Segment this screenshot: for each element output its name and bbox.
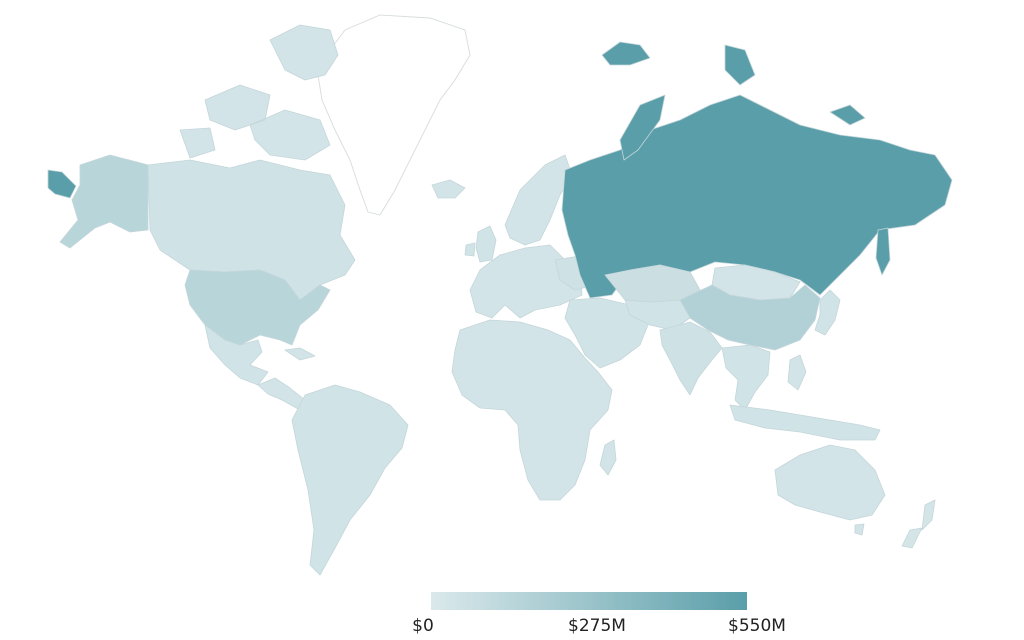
region-alaska	[59, 154, 149, 249]
world-choropleth-map	[47, 14, 953, 576]
region-madagascar	[599, 439, 617, 476]
region-china	[679, 284, 821, 351]
region-southeast-asia	[721, 344, 771, 411]
region-indonesia	[729, 404, 881, 441]
region-europe	[469, 244, 583, 319]
region-usa	[184, 269, 331, 346]
region-greenland	[317, 14, 471, 216]
region-south-america	[291, 384, 409, 576]
region-africa	[451, 319, 613, 501]
region-philippines	[787, 354, 807, 391]
region-india	[659, 321, 723, 396]
region-russia-new-siberian	[829, 104, 866, 126]
region-russia-severnaya-zemlya	[724, 44, 756, 86]
region-new-zealand	[901, 499, 936, 549]
region-russia-chukotka	[47, 169, 77, 199]
region-scandinavia	[504, 154, 573, 246]
region-australia	[774, 444, 886, 536]
region-middle-east	[564, 297, 651, 369]
region-iceland	[431, 179, 466, 199]
legend-max-label: $550M	[728, 616, 786, 636]
region-japan	[814, 289, 841, 336]
region-uk	[464, 225, 497, 263]
legend-mid-label: $275M	[568, 616, 626, 636]
region-arctic-islands	[179, 24, 339, 161]
region-russia	[561, 94, 953, 299]
region-russia-sakhalin	[875, 227, 891, 276]
legend-min-label: $0	[412, 616, 434, 636]
region-russia-franz-josef	[601, 41, 651, 66]
region-russia-novaya-zemlya	[619, 94, 666, 161]
region-mexico	[204, 324, 269, 386]
legend-color-scale	[431, 592, 747, 610]
